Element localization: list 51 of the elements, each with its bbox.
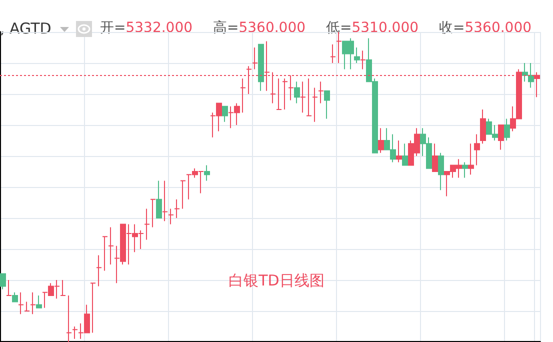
candlestick [6, 280, 12, 296]
candlestick [294, 81, 300, 104]
candlestick [300, 81, 306, 114]
candlestick [96, 254, 102, 287]
candlestick [528, 62, 534, 88]
candlestick [474, 134, 480, 166]
candlestick [252, 47, 258, 70]
candlestick [240, 78, 246, 114]
candlestick [174, 198, 180, 218]
candlestick [432, 143, 438, 172]
candlestick [156, 180, 162, 218]
candlestick [150, 198, 156, 228]
candlestick [318, 81, 324, 104]
candlestick [36, 295, 42, 308]
candlestick [498, 124, 504, 150]
candlestick [0, 273, 6, 290]
candlestick [462, 162, 468, 178]
candlestick [504, 118, 510, 141]
candlestick [438, 152, 444, 191]
candlestick [60, 280, 66, 296]
candlestick [12, 292, 18, 302]
candlestick [204, 164, 210, 182]
candlestick [330, 44, 336, 64]
candlestick [468, 143, 474, 176]
candlestick [402, 143, 408, 166]
candlestick [522, 62, 528, 82]
candlestick [276, 78, 282, 110]
candlestick [162, 180, 168, 222]
candlestick [480, 109, 486, 144]
candlestick [354, 47, 360, 64]
candlestick [144, 208, 150, 240]
candlestick [102, 236, 108, 272]
candlestick [312, 87, 318, 122]
candlestick [222, 106, 228, 122]
candlestick [306, 78, 312, 116]
candlestick [30, 292, 36, 315]
candlestick [108, 226, 114, 265]
candlestick [180, 180, 186, 210]
candlestick [378, 128, 384, 154]
candlestick [24, 301, 30, 312]
candlestick [90, 282, 96, 334]
candlestick [66, 295, 72, 342]
candlestick [72, 326, 78, 340]
candlestick [168, 208, 174, 225]
candlestick [360, 50, 366, 70]
candlestick [282, 78, 288, 110]
text: 白银TD日线图 [228, 272, 324, 290]
candlestick [324, 90, 330, 120]
candlestick [258, 44, 264, 92]
candlestick [18, 292, 24, 315]
candlestick [396, 140, 402, 163]
